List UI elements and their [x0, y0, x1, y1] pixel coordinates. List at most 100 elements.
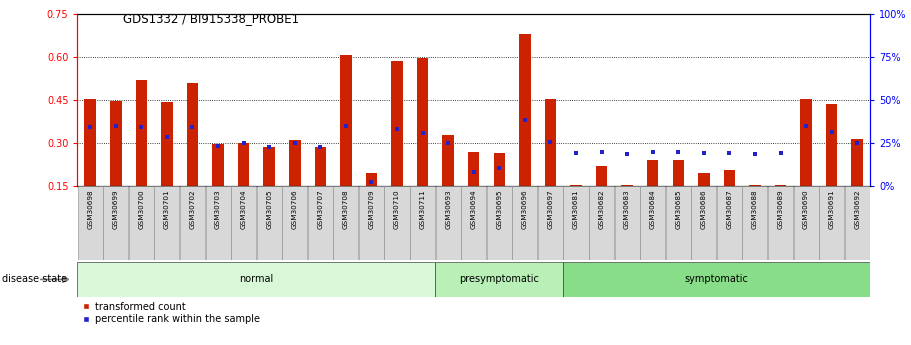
- Text: GSM30709: GSM30709: [368, 189, 374, 229]
- Bar: [443, 135, 454, 186]
- Bar: [570, 185, 582, 186]
- FancyBboxPatch shape: [410, 186, 435, 260]
- Bar: [494, 153, 505, 186]
- Bar: [519, 34, 530, 186]
- Bar: [417, 58, 428, 186]
- Text: GSM30692: GSM30692: [855, 189, 860, 229]
- Text: GSM30685: GSM30685: [675, 189, 681, 229]
- Text: presymptomatic: presymptomatic: [459, 275, 539, 284]
- Text: GSM30688: GSM30688: [752, 189, 758, 229]
- Text: GSM30711: GSM30711: [420, 189, 425, 229]
- FancyBboxPatch shape: [359, 186, 384, 260]
- Bar: [852, 139, 863, 186]
- Text: GSM30710: GSM30710: [394, 189, 400, 229]
- FancyBboxPatch shape: [589, 186, 614, 260]
- Bar: [161, 102, 173, 186]
- Bar: [85, 99, 96, 186]
- FancyBboxPatch shape: [257, 186, 281, 260]
- Text: GSM30705: GSM30705: [266, 189, 272, 229]
- Text: symptomatic: symptomatic: [685, 275, 749, 284]
- Text: GDS1332 / BI915338_PROBE1: GDS1332 / BI915338_PROBE1: [123, 12, 299, 25]
- Text: GSM30704: GSM30704: [241, 189, 247, 229]
- Bar: [468, 152, 479, 186]
- FancyBboxPatch shape: [640, 186, 665, 260]
- Bar: [365, 173, 377, 186]
- FancyBboxPatch shape: [563, 262, 870, 297]
- Text: GSM30698: GSM30698: [87, 189, 93, 229]
- Bar: [596, 166, 608, 186]
- Text: GSM30693: GSM30693: [445, 189, 451, 229]
- Text: GSM30684: GSM30684: [650, 189, 656, 229]
- Bar: [136, 80, 147, 186]
- Text: disease state: disease state: [2, 275, 67, 284]
- Text: GSM30689: GSM30689: [777, 189, 783, 229]
- FancyBboxPatch shape: [180, 186, 205, 260]
- FancyBboxPatch shape: [819, 186, 844, 260]
- Text: GSM30682: GSM30682: [599, 189, 605, 229]
- Text: GSM30707: GSM30707: [317, 189, 323, 229]
- FancyBboxPatch shape: [793, 186, 819, 260]
- Text: GSM30694: GSM30694: [471, 189, 476, 229]
- FancyBboxPatch shape: [128, 186, 154, 260]
- Text: GSM30697: GSM30697: [548, 189, 553, 229]
- FancyBboxPatch shape: [435, 186, 461, 260]
- Bar: [749, 185, 761, 186]
- FancyBboxPatch shape: [333, 186, 358, 260]
- Bar: [340, 56, 352, 186]
- FancyBboxPatch shape: [486, 186, 512, 260]
- FancyBboxPatch shape: [384, 186, 410, 260]
- Text: GSM30701: GSM30701: [164, 189, 170, 229]
- FancyBboxPatch shape: [691, 186, 716, 260]
- Bar: [545, 99, 557, 186]
- Text: GSM30708: GSM30708: [343, 189, 349, 229]
- Text: GSM30686: GSM30686: [701, 189, 707, 229]
- Bar: [263, 148, 275, 186]
- FancyBboxPatch shape: [768, 186, 793, 260]
- Text: GSM30699: GSM30699: [113, 189, 118, 229]
- FancyBboxPatch shape: [717, 186, 742, 260]
- Bar: [647, 160, 659, 186]
- Text: GSM30706: GSM30706: [292, 189, 298, 229]
- FancyBboxPatch shape: [308, 186, 333, 260]
- Legend: transformed count, percentile rank within the sample: transformed count, percentile rank withi…: [82, 302, 260, 325]
- Bar: [391, 61, 403, 186]
- Text: GSM30700: GSM30700: [138, 189, 144, 229]
- Bar: [212, 144, 224, 186]
- Bar: [314, 148, 326, 186]
- Text: GSM30687: GSM30687: [726, 189, 732, 229]
- FancyBboxPatch shape: [77, 262, 435, 297]
- Bar: [801, 99, 812, 186]
- FancyBboxPatch shape: [77, 186, 103, 260]
- FancyBboxPatch shape: [435, 262, 563, 297]
- FancyBboxPatch shape: [666, 186, 691, 260]
- Bar: [723, 170, 735, 186]
- FancyBboxPatch shape: [154, 186, 179, 260]
- Bar: [698, 173, 710, 186]
- FancyBboxPatch shape: [512, 186, 537, 260]
- FancyBboxPatch shape: [742, 186, 767, 260]
- Text: normal: normal: [240, 275, 273, 284]
- Bar: [621, 185, 633, 186]
- FancyBboxPatch shape: [564, 186, 589, 260]
- FancyBboxPatch shape: [282, 186, 307, 260]
- Bar: [774, 185, 786, 186]
- FancyBboxPatch shape: [206, 186, 230, 260]
- FancyBboxPatch shape: [103, 186, 128, 260]
- Bar: [289, 140, 301, 186]
- Text: GSM30695: GSM30695: [496, 189, 502, 229]
- Text: GSM30696: GSM30696: [522, 189, 527, 229]
- FancyBboxPatch shape: [537, 186, 563, 260]
- Text: GSM30690: GSM30690: [804, 189, 809, 229]
- Bar: [187, 83, 199, 186]
- Text: GSM30691: GSM30691: [829, 189, 834, 229]
- Bar: [110, 101, 121, 186]
- FancyBboxPatch shape: [461, 186, 486, 260]
- Text: GSM30681: GSM30681: [573, 189, 579, 229]
- Bar: [826, 104, 837, 186]
- FancyBboxPatch shape: [844, 186, 870, 260]
- Text: GSM30703: GSM30703: [215, 189, 221, 229]
- Bar: [672, 160, 684, 186]
- Bar: [238, 142, 250, 186]
- Text: GSM30683: GSM30683: [624, 189, 630, 229]
- FancyBboxPatch shape: [615, 186, 640, 260]
